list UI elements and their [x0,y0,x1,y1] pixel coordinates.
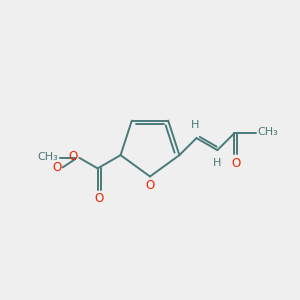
Text: O: O [52,161,61,174]
Text: CH₃: CH₃ [37,152,58,162]
Text: H: H [213,158,222,168]
Text: O: O [146,178,154,192]
Text: CH₃: CH₃ [257,128,278,137]
Text: H: H [191,120,199,130]
Text: O: O [69,150,78,163]
Text: O: O [231,157,241,169]
Text: O: O [94,192,104,205]
